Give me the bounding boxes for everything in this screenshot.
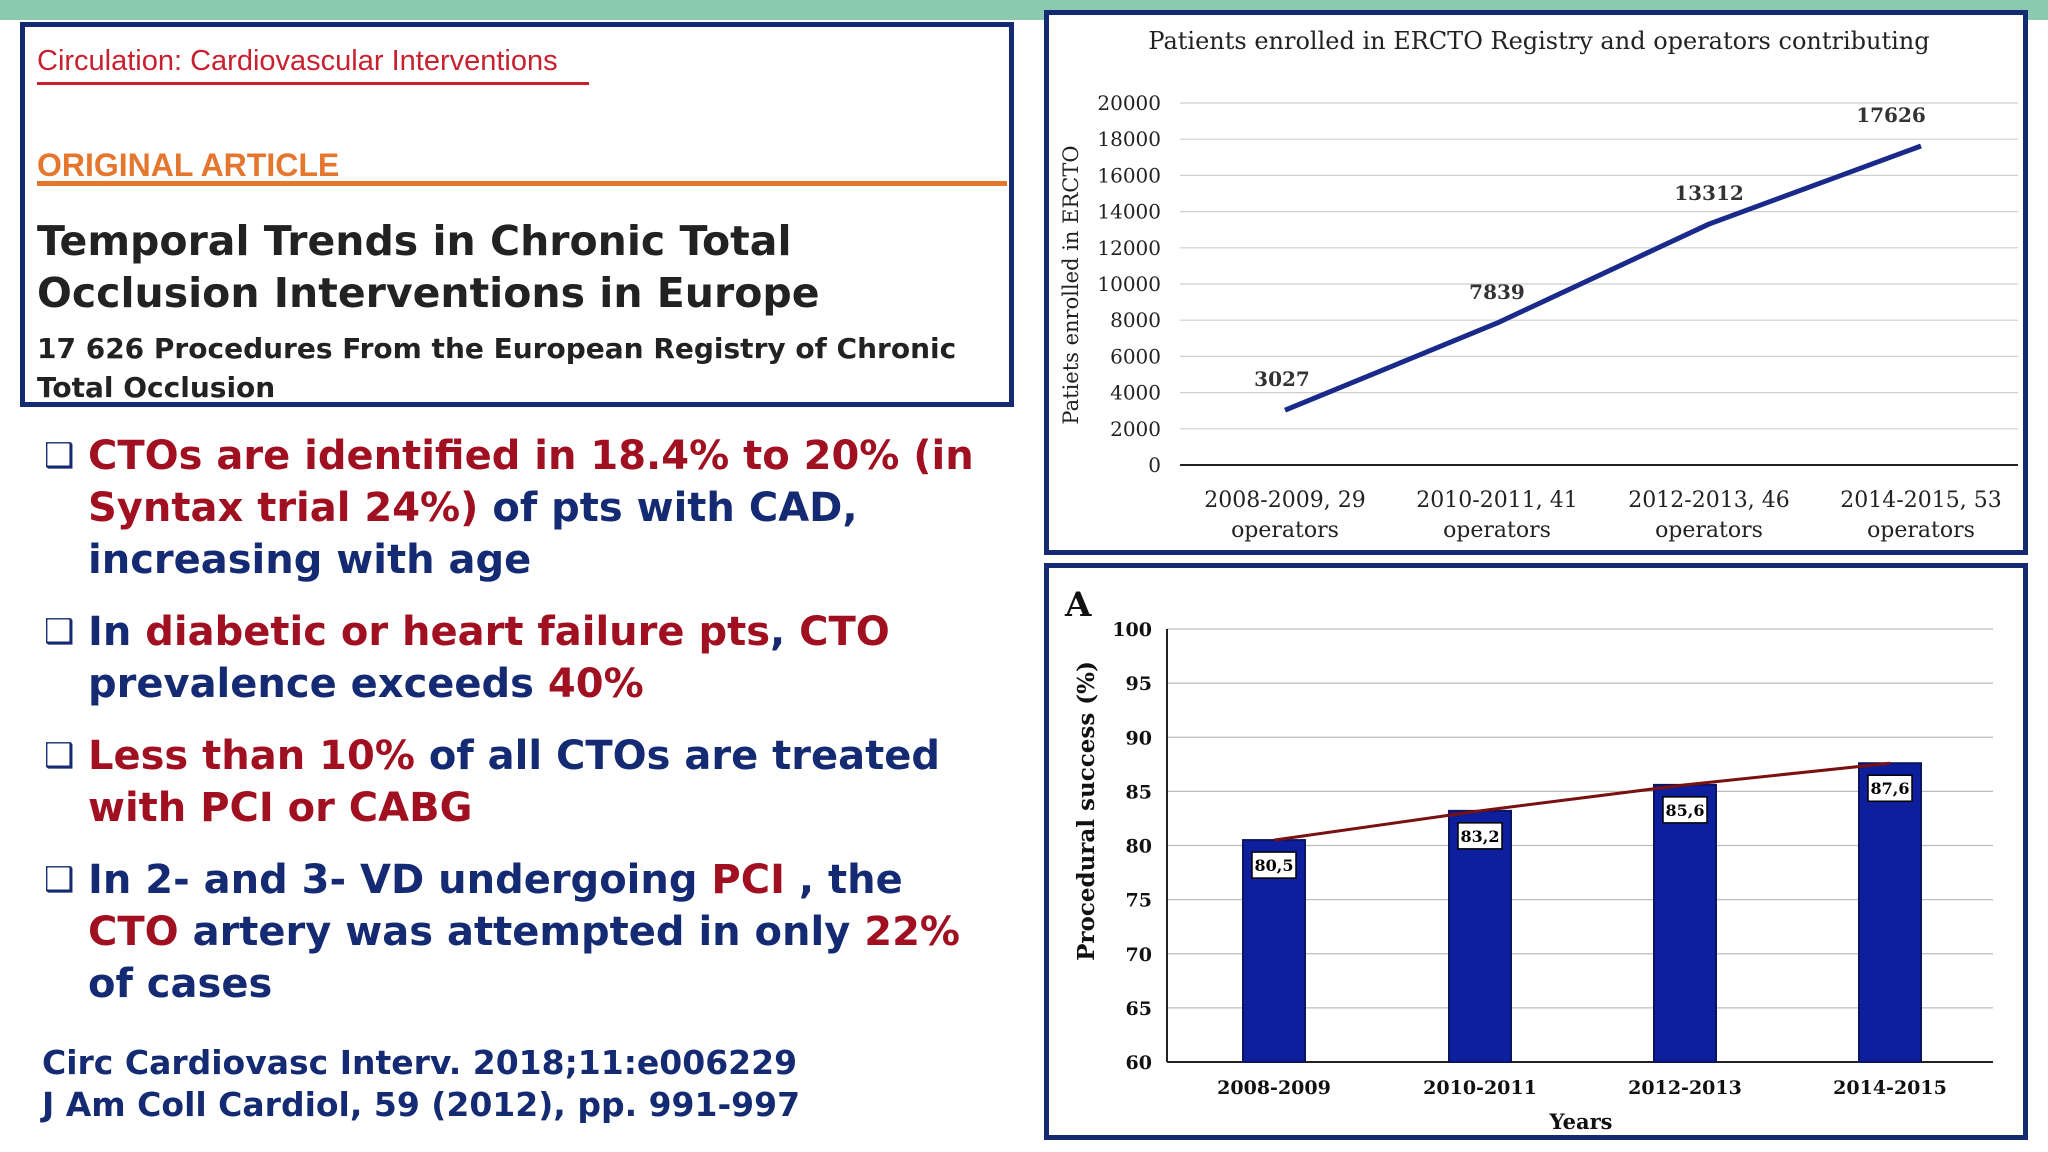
y-tick-label: 16000 [1097,163,1161,187]
reference-line: J Am Coll Cardiol, 59 (2012), pp. 991-99… [42,1085,801,1124]
y-tick-label: 20000 [1097,91,1161,115]
data-label: 80,5 [1255,856,1294,875]
checkbox-bullet-icon: ❑ [44,736,75,776]
y-tick-label: 12000 [1097,236,1161,260]
x-tick-label: operators [1655,518,1763,543]
x-tick-label: 2010-2011, 41 [1416,488,1577,513]
article-header-box: Circulation: Cardiovascular Intervention… [20,22,1014,407]
value-label-box [1251,851,1297,879]
y-tick-label: 60 [1126,1052,1152,1074]
bullet-text: In diabetic or heart failure pts, CTO pr… [88,609,890,707]
enrollment-line-chart: Patients enrolled in ERCTO Registry and … [1059,27,2018,543]
value-label-box [1457,822,1503,850]
data-label: 83,2 [1461,827,1500,846]
checkbox-bullet-icon: ❑ [44,436,75,476]
x-tick-label: 2014-2015, 53 [1840,488,2001,513]
references: Circ Cardiovasc Interv. 2018;11:e006229 … [42,1042,800,1126]
y-tick-label: 0 [1148,453,1161,477]
x-axis-label: Years [1548,1109,1612,1134]
reference-line: Circ Cardiovasc Interv. 2018;11:e006229 [42,1043,798,1082]
checkbox-bullet-icon: ❑ [44,860,75,900]
x-tick-label: 2014-2015 [1833,1077,1947,1099]
article-title: Temporal Trends in Chronic Total Occlusi… [37,217,820,317]
y-tick-label: 90 [1126,727,1152,749]
article-section-label: ORIGINAL ARTICLE [37,147,340,183]
value-label-box [1867,774,1913,802]
bar [1448,809,1512,1063]
y-tick-label: 2000 [1110,417,1161,441]
data-label: 3027 [1254,367,1310,391]
y-tick-label: 100 [1112,619,1152,641]
y-tick-label: 70 [1126,944,1152,966]
x-tick-label: 2012-2013, 46 [1628,488,1789,513]
data-label: 7839 [1469,280,1525,304]
y-tick-label: 8000 [1110,308,1161,332]
bullet-item: ❑ Less than 10% of all CTOs are treated … [44,730,984,834]
x-tick-label: 2012-2013 [1628,1077,1742,1099]
y-tick-label: 6000 [1110,344,1161,368]
article-subtitle: 17 626 Procedures From the European Regi… [37,332,957,404]
bullet-text: In 2- and 3- VD undergoing PCI , the CTO… [88,857,960,1007]
y-tick-label: 80 [1126,836,1152,858]
y-tick-label: 4000 [1110,381,1161,405]
data-label: 85,6 [1666,801,1705,820]
x-tick-label: operators [1443,518,1551,543]
procedural-success-bar-chart: A Procedural success (%) Years 60 65 70 75 8… [1064,585,1993,1134]
data-label: 17626 [1856,103,1926,127]
y-tick-label: 14000 [1097,200,1161,224]
value-label-box [1662,796,1708,824]
panel-label: A [1064,585,1092,625]
bar [1653,783,1717,1063]
y-axis-label: Procedural success (%) [1073,661,1100,961]
x-tick-label: 2008-2009, 29 [1204,488,1365,513]
x-tick-label: 2008-2009 [1217,1077,1331,1099]
journal-name: Circulation: Cardiovascular Intervention… [37,45,558,77]
x-tick-label: operators [1231,518,1339,543]
bullet-item: ❑ In 2- and 3- VD undergoing PCI , the C… [44,854,984,1010]
bullet-item: ❑ CTOs are identified in 18.4% to 20% (i… [44,430,984,586]
y-axis-label: Patiets enrolled in ERCTO [1059,145,1083,424]
bullet-list: ❑ CTOs are identified in 18.4% to 20% (i… [44,430,984,1030]
y-tick-label: 75 [1126,890,1152,912]
trend-line [1273,761,1891,842]
y-tick-label: 95 [1126,673,1152,695]
chart-title: Patients enrolled in ERCTO Registry and … [1148,27,1929,55]
checkbox-bullet-icon: ❑ [44,612,75,652]
x-tick-label: operators [1867,518,1975,543]
data-label: 13312 [1674,181,1744,205]
bar [1858,762,1922,1063]
bullet-item: ❑ In diabetic or heart failure pts, CTO … [44,606,984,710]
bullet-text: Less than 10% of all CTOs are treated wi… [88,733,940,831]
data-label: 87,6 [1871,779,1910,798]
y-tick-label: 10000 [1097,272,1161,296]
y-tick-label: 65 [1126,998,1152,1020]
section-rule [37,181,1007,186]
x-tick-label: 2010-2011 [1423,1077,1537,1099]
y-tick-label: 18000 [1097,127,1161,151]
bullet-text: CTOs are identified in 18.4% to 20% (in … [88,433,974,583]
enrollment-line-chart-box: Patients enrolled in ERCTO Registry and … [1044,10,2028,555]
series-line [1284,143,1922,413]
journal-underline [37,82,589,85]
procedural-success-bar-chart-box: A Procedural success (%) Years 60 65 70 75 8… [1044,563,2028,1140]
y-tick-label: 85 [1126,781,1152,803]
